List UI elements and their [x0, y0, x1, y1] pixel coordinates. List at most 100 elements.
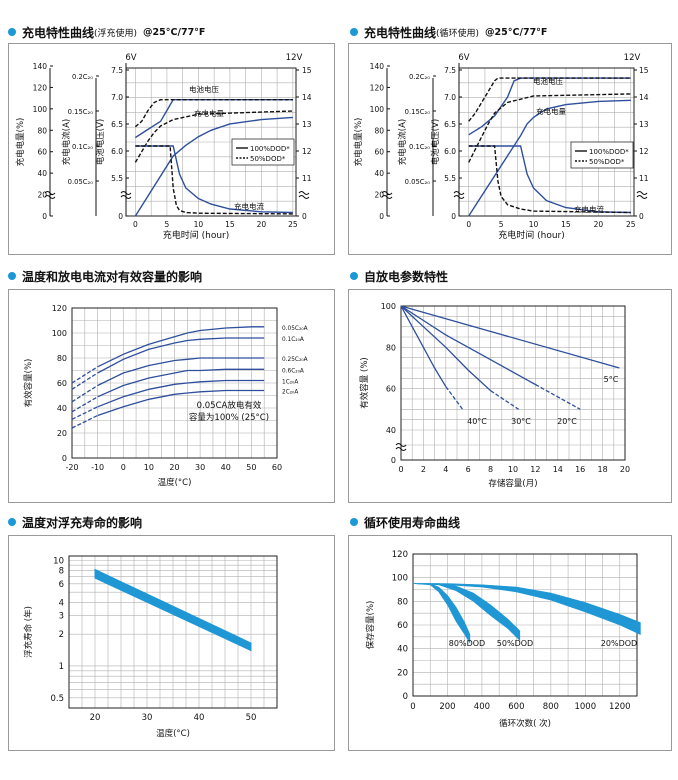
legend-label: 100%DOD* [589, 148, 629, 156]
x-tick-label: 40 [221, 463, 231, 472]
series-充电电量-50% [134, 110, 293, 163]
y-tick-label: 20 [397, 668, 408, 678]
header-sub: (循环使用) [436, 28, 480, 39]
panel-self-discharge: 0 2 4 6 8 10 12 14 16 18 20 0 40 60 80 100 存储容量(月) 有效容量 (… [348, 289, 672, 503]
float-life-chart: 20 30 40 50 0.5 1 2 3 4 6 810 温度(°C) 浮充寿命 (年) [23, 555, 278, 739]
y-tick-label: 80 [386, 343, 396, 352]
x-tick-label: 0 [466, 220, 471, 229]
header-title: 充电特性曲线 [364, 25, 437, 40]
panel-cycle-charge: 0 20 40 60 80 100 120 140 0.05C₂₀ 0.1C₂₀ 0.15C₂₀ 0.… [348, 43, 672, 255]
series-0.25C₂₀A [97, 357, 265, 387]
header-temp-capacity: 温度和放电电流对有效容量的影响 [8, 267, 202, 285]
x-tick-label: 25 [626, 220, 636, 229]
x-tick-label: 25 [288, 220, 298, 229]
voltage12-tick-label: 11 [302, 174, 312, 183]
header-title: 自放电参数特性 [364, 269, 449, 284]
y-tick-label: 2 [59, 630, 64, 640]
axis-break [120, 191, 132, 199]
capacity-tick-label: 120 [33, 83, 48, 92]
x-tick-label: 200 [439, 702, 455, 712]
note-line-1: 0.05CA放电有效 [197, 400, 262, 411]
x-tick-label: 1200 [609, 702, 631, 712]
capacity-tick-label: 0 [42, 212, 47, 221]
header-self-discharge: 自放电参数特性 [350, 267, 448, 285]
series-5°C [400, 305, 620, 369]
x-tick-label: 50 [246, 463, 256, 472]
current-tick-label: 0.05C₂₀ [68, 178, 94, 186]
x-tick-label: 1000 [574, 702, 596, 712]
series-40°C [400, 305, 447, 387]
self-grid-frame [400, 305, 626, 461]
x-tick-label: 10 [194, 220, 204, 229]
x-tick-label: 50 [246, 713, 257, 723]
x-tick-label: 6 [466, 465, 471, 474]
life-grid-frame [68, 555, 278, 709]
y-tick-label: 120 [52, 304, 67, 313]
x-tick-label: 0 [121, 463, 126, 472]
y-tick-label: 0 [62, 454, 67, 463]
band-20%DOD [412, 583, 641, 635]
series-label: 40°C [467, 417, 487, 426]
x-tick-label: 60 [272, 463, 282, 472]
y-tick-label: 100 [52, 329, 67, 338]
voltage6-tick-label: 7.5 [444, 66, 456, 75]
legend-box [570, 141, 634, 169]
x-tick-label: 0 [398, 465, 403, 474]
voltage-curve-label: 电池电压 [533, 76, 563, 86]
capacity-axis-title: 充电电量(%) [353, 118, 364, 167]
header-title: 循环使用寿命曲线 [364, 515, 461, 530]
series-label: 0.05C₂₀A [282, 326, 308, 332]
x-tick-label: 5 [499, 220, 504, 229]
header-sub: (浮充使用) [94, 28, 138, 39]
voltage12-tick-label: 11 [639, 174, 649, 183]
voltage12-tick-label: 12 [302, 147, 312, 156]
series-充电电量-50% [468, 93, 631, 163]
x-tick-label: 10 [144, 463, 154, 472]
capacity-tick-label: 20 [374, 191, 384, 200]
x-tick-label: 4 [443, 465, 448, 474]
x-tick-label: 12 [530, 465, 540, 474]
y-tick-label: 20 [57, 429, 67, 438]
bullet-icon [350, 518, 358, 526]
voltage12-tick-label: 13 [639, 120, 649, 129]
x-tick-label: 2 [421, 465, 426, 474]
panel-float-charge: 0 20 40 60 80 100 120 140 0.05C₂₀ 0.1C₂₀ 0.15C₂₀ 0.… [8, 43, 335, 255]
self-discharge-chart: 0 2 4 6 8 10 12 14 16 18 20 0 40 60 80 100 存储容量(月) 有效容量 (… [359, 302, 630, 489]
y-tick-label: 10 [53, 556, 64, 566]
y-tick-label: 0 [403, 692, 408, 702]
header-title: 温度对浮充寿命的影响 [22, 515, 143, 530]
capacity-curve-label: 充电电量 [536, 106, 566, 116]
x-tick-label: 20 [169, 463, 179, 472]
volt-6v-label: 6V [125, 53, 136, 63]
series-0.6C₂₀A [97, 368, 265, 398]
voltage-axis-title: 电池电压(V) [430, 119, 441, 165]
x-tick-label: 20 [90, 713, 101, 723]
capacity-tick-label: 140 [33, 62, 48, 71]
band-50%DOD [412, 583, 521, 642]
series-dashed-0.25C₂₀A [71, 384, 98, 403]
current-tick-label: 0.05C₂₀ [405, 178, 431, 186]
volt-6v-label: 6V [458, 53, 469, 63]
current-curve-label: 充电电流 [574, 204, 604, 214]
series-20°C [400, 305, 536, 386]
series-dashed-2C₂₀A [71, 414, 98, 429]
voltage12-tick-label: 0 [302, 212, 307, 221]
voltage12-tick-label: 14 [639, 93, 649, 102]
x-tick-label: -20 [65, 463, 78, 472]
legend-label: 50%DOD* [589, 158, 625, 166]
voltage6-tick-label: 6.0 [444, 147, 456, 156]
capacity-tick-label: 0 [379, 212, 384, 221]
series-30°C [400, 305, 492, 392]
x-tick-label: 5 [165, 220, 170, 229]
series-dashed-0.6C₂₀A [71, 396, 98, 413]
series-dashed-20°C [535, 383, 581, 410]
current-axis-title: 充电电流(A) [397, 119, 408, 165]
series-充电电流-100% [135, 145, 293, 214]
voltage12-tick-label: 15 [302, 66, 312, 75]
x-tick-label: 40 [194, 713, 205, 723]
current-tick-label: 0.2C₂₀ [409, 73, 430, 81]
series-电池电压-50% [134, 99, 293, 128]
bullet-icon [350, 272, 358, 280]
y-tick-label: 40 [386, 426, 396, 435]
capacity-tick-label: 100 [370, 105, 385, 114]
